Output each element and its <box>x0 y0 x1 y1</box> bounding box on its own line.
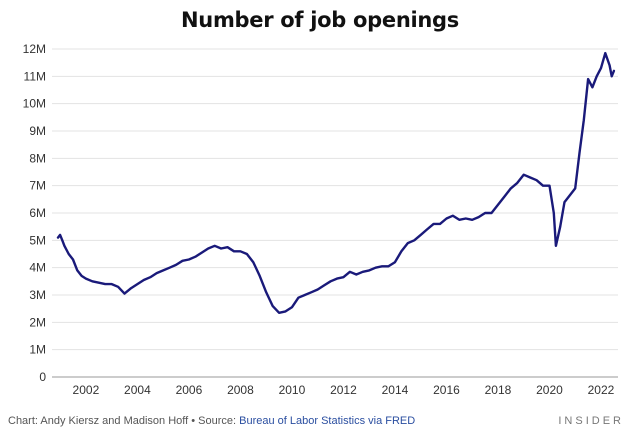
job-openings-series-line <box>56 51 616 314</box>
y-tick-label: 11M <box>24 69 46 83</box>
y-tick-label: 9M <box>29 124 46 138</box>
x-tick-label: 2014 <box>382 383 409 397</box>
x-tick-label: 2006 <box>176 383 203 397</box>
x-tick-label: 2008 <box>227 383 254 397</box>
y-tick-label: 7M <box>29 179 46 193</box>
x-tick-label: 2004 <box>124 383 151 397</box>
x-tick-label: 2020 <box>536 383 563 397</box>
y-tick-label: 4M <box>29 261 46 275</box>
x-tick-label: 2016 <box>433 383 460 397</box>
x-tick-label: 2022 <box>588 383 615 397</box>
x-tick-label: 2002 <box>73 383 100 397</box>
y-tick-label: 3M <box>29 288 46 302</box>
y-tick-label: 8M <box>29 151 46 165</box>
insider-logo: INSIDER <box>558 415 624 427</box>
source-label: Source: <box>198 415 237 427</box>
footer-separator: • <box>188 415 199 427</box>
chart-title: Number of job openings <box>181 8 459 32</box>
chart-footer: Chart: Andy Kiersz and Madison Hoff • So… <box>8 415 632 427</box>
y-tick-label: 1M <box>29 343 46 357</box>
y-tick-label: 2M <box>29 315 46 329</box>
x-axis-tick-labels: 2002 2004 2006 2008 2010 2012 2014 2016 2018 2020… <box>73 383 615 397</box>
y-axis-tick-labels: 0 1M 2M 3M 4M 5M 6M 7M 8M 9M 10M 11M 12M <box>23 42 47 384</box>
y-tick-label: 12M <box>23 42 46 56</box>
chart-authors: Andy Kiersz and Madison Hoff <box>40 415 189 427</box>
y-tick-label: 6M <box>29 206 46 220</box>
x-tick-label: 2018 <box>485 383 512 397</box>
x-tick-label: 2012 <box>330 383 357 397</box>
gridlines <box>52 48 618 351</box>
y-tick-label: 5M <box>29 233 46 247</box>
source-link[interactable]: Bureau of Labor Statistics via FRED <box>239 415 416 427</box>
y-tick-label: 0 <box>39 370 46 384</box>
y-tick-label: 10M <box>23 97 46 111</box>
chart-credit-label: Chart: <box>8 415 38 427</box>
x-tick-label: 2010 <box>279 383 306 397</box>
